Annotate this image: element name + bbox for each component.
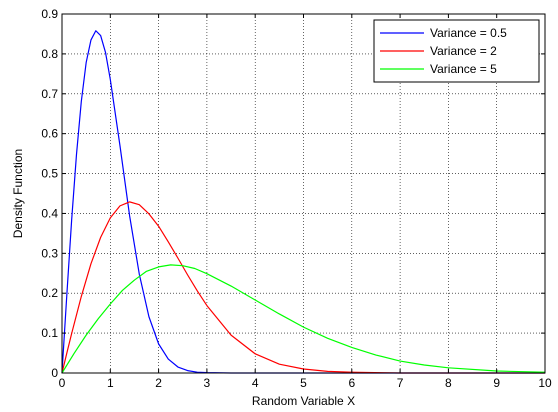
x-tick-label: 9: [493, 376, 500, 390]
x-tick-label: 4: [252, 376, 259, 390]
series-line-2: [61, 201, 545, 374]
y-tick-label: 0.8: [41, 47, 58, 61]
y-tick-label: 0.9: [41, 7, 58, 21]
x-tick-label: 2: [155, 376, 162, 390]
x-axis-title: Random Variable X: [252, 394, 355, 408]
legend-label-3: Variance = 5: [430, 62, 497, 76]
y-tick-label: 0.5: [41, 167, 58, 181]
x-axis: 0 1 2 3 4 5 6 7 8 9 10: [59, 14, 552, 390]
y-tick-label: 0.6: [41, 127, 58, 141]
y-axis-title: Density Function: [11, 149, 25, 238]
y-tick-label: 0.3: [41, 246, 58, 260]
legend: Variance = 0.5 Variance = 2 Variance = 5: [373, 19, 540, 83]
y-tick-label: 0.4: [41, 206, 58, 220]
x-tick-label: 6: [348, 376, 355, 390]
y-tick-label: 0: [51, 366, 58, 380]
x-tick-label: 3: [204, 376, 211, 390]
x-tick-label: 8: [445, 376, 452, 390]
x-tick-label: 0: [59, 376, 66, 390]
x-tick-label: 10: [538, 376, 552, 390]
y-axis: 0 0.1 0.2 0.3 0.4 0.5 0.6 0.7 0.8 0.9: [41, 7, 545, 380]
y-tick-label: 0.1: [41, 326, 58, 340]
legend-label-1: Variance = 0.5: [430, 26, 507, 40]
x-tick-label: 5: [300, 376, 307, 390]
series-line-3: [61, 264, 546, 374]
x-tick-label: 1: [107, 376, 114, 390]
x-tick-label: 7: [397, 376, 404, 390]
legend-label-2: Variance = 2: [430, 44, 497, 58]
y-tick-label: 0.7: [41, 87, 58, 101]
y-tick-label: 0.2: [41, 286, 58, 300]
